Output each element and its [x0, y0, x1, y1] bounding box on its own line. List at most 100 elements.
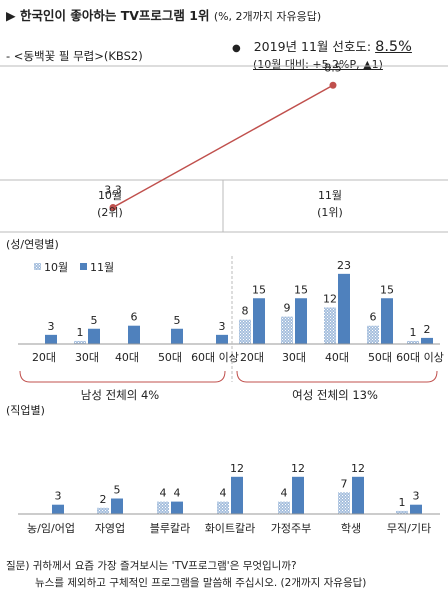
bar-label-oct: 9: [284, 302, 291, 315]
point-label: 3.3: [104, 183, 122, 196]
question-line-1: 질문) 귀하께서 요즘 가장 즐겨보시는 'TV프로그램'은 무엇입니까?: [6, 560, 297, 572]
bar-label-nov: 15: [380, 283, 394, 296]
program-name: - <동백꽃 필 무렵>(KBS2): [6, 49, 143, 63]
bar-nov: [352, 476, 364, 514]
bar-oct: [367, 325, 379, 344]
x-tick-label: 블루칼라: [150, 522, 190, 535]
page-title: ▶ 한국인이 좋아하는 TV프로그램 1위 (%, 2개까지 자유응답): [6, 5, 321, 24]
bar-label-nov: 5: [114, 484, 121, 497]
bar-oct: [74, 340, 86, 344]
bar-nov: [381, 298, 393, 344]
bar-label-oct: 1: [399, 496, 406, 509]
bar-nov: [171, 501, 183, 514]
bar-label-oct: 4: [160, 487, 167, 500]
bar-label-oct: 4: [220, 487, 227, 500]
legend-swatch-oct: [34, 263, 41, 270]
bar-label-oct: 2: [100, 493, 107, 506]
bar-label-nov: 3: [55, 490, 62, 503]
bar-label-oct: 7: [341, 477, 348, 490]
series-line: [112, 84, 334, 209]
x-tick-label: 20대: [32, 351, 56, 364]
bar-label-oct: 1: [77, 326, 84, 339]
bar-label-nov: 3: [413, 490, 420, 503]
x-tick-label: 자영업: [95, 522, 125, 535]
bar-nov: [88, 328, 100, 344]
bar-oct: [278, 501, 290, 514]
bar-label-nov: 3: [48, 320, 55, 333]
bar-label-nov: 6: [131, 311, 138, 324]
bar-oct: [239, 319, 251, 344]
x-tick-label: 가정주부: [271, 522, 311, 535]
chart-title: (성/연령별): [6, 238, 59, 251]
x-tick-label: 50대: [158, 351, 182, 364]
bar-nov: [171, 328, 183, 344]
question-line-2: 뉴스를 제외하고 구체적인 프로그램을 말씀해 주십시오. (2개까지 자유응답…: [35, 577, 367, 589]
title-text: 한국인이 좋아하는 TV프로그램 1위: [19, 8, 210, 23]
x-tick-label: 60대 이상: [396, 351, 444, 364]
bar-label-oct: 12: [323, 292, 337, 305]
bar-label-nov: 4: [174, 487, 181, 500]
legend-swatch-nov: [80, 263, 87, 270]
x-tick-label: 30대: [282, 351, 306, 364]
x-tick-sublabel: (2위): [97, 206, 123, 219]
bar-nov: [295, 298, 307, 344]
line-point: [329, 81, 337, 89]
bar-label-oct: 8: [242, 305, 249, 318]
bar-nov: [128, 325, 140, 344]
bar-label-nov: 12: [230, 462, 244, 475]
x-tick-label: 40대: [325, 351, 349, 364]
bar-label-nov: 23: [337, 259, 351, 272]
rating-line: ● 2019년 11월 선호도: 8.5%: [232, 36, 412, 55]
chart-title: (직업별): [6, 404, 45, 417]
bar-nov: [421, 337, 433, 344]
rating-label: 2019년 11월 선호도:: [253, 39, 372, 54]
bar-label-oct: 1: [410, 326, 417, 339]
bar-nov: [338, 273, 350, 344]
point-label: 8.5: [324, 61, 342, 74]
x-tick-label: 무직/기타: [387, 522, 431, 535]
bar-label-nov: 5: [174, 314, 181, 327]
bar-nov: [410, 504, 422, 514]
group-label: 남성 전체의 4%: [81, 388, 160, 402]
bar-label-oct: 4: [281, 487, 288, 500]
change-note: (10월 대비: +5.2%P, ▲1): [253, 58, 383, 71]
bar-oct: [97, 507, 109, 514]
bar-oct: [281, 316, 293, 344]
bar-oct: [338, 492, 350, 514]
bar-label-nov: 15: [294, 283, 308, 296]
x-tick-sublabel: (1위): [317, 206, 343, 219]
bar-nov: [216, 334, 228, 344]
bar-nov: [231, 476, 243, 514]
bar-oct: [407, 340, 419, 344]
x-tick-label: 학생: [341, 522, 361, 535]
bar-label-nov: 3: [219, 320, 226, 333]
x-tick-label: 농/임/어업: [27, 522, 75, 535]
bar-label-nov: 15: [252, 283, 266, 296]
x-tick-label: 40대: [115, 351, 139, 364]
bar-nov: [111, 498, 123, 514]
legend-label: 11월: [90, 261, 114, 274]
bar-oct: [217, 501, 229, 514]
bar-nov: [292, 476, 304, 514]
bullet-icon: ●: [232, 43, 241, 54]
x-tick-label: 50대: [368, 351, 392, 364]
bar-label-nov: 12: [291, 462, 305, 475]
group-label: 여성 전체의 13%: [292, 388, 378, 402]
legend-label: 10월: [44, 261, 68, 274]
bar-label-nov: 12: [351, 462, 365, 475]
bar-oct: [157, 501, 169, 514]
group-bracket: [236, 370, 438, 383]
bar-nov: [52, 504, 64, 514]
bar-label-oct: 6: [370, 311, 377, 324]
x-tick-label: 30대: [75, 351, 99, 364]
x-tick-label: 60대 이상: [191, 351, 239, 364]
bar-label-nov: 5: [91, 314, 98, 327]
x-tick-label: 10월: [98, 189, 122, 202]
title-note: (%, 2개까지 자유응답): [213, 10, 322, 23]
x-tick-label: 화이트칼라: [205, 522, 256, 535]
x-tick-label: 11월: [318, 189, 342, 202]
bar-label-nov: 2: [424, 323, 431, 336]
group-bracket: [19, 370, 226, 383]
